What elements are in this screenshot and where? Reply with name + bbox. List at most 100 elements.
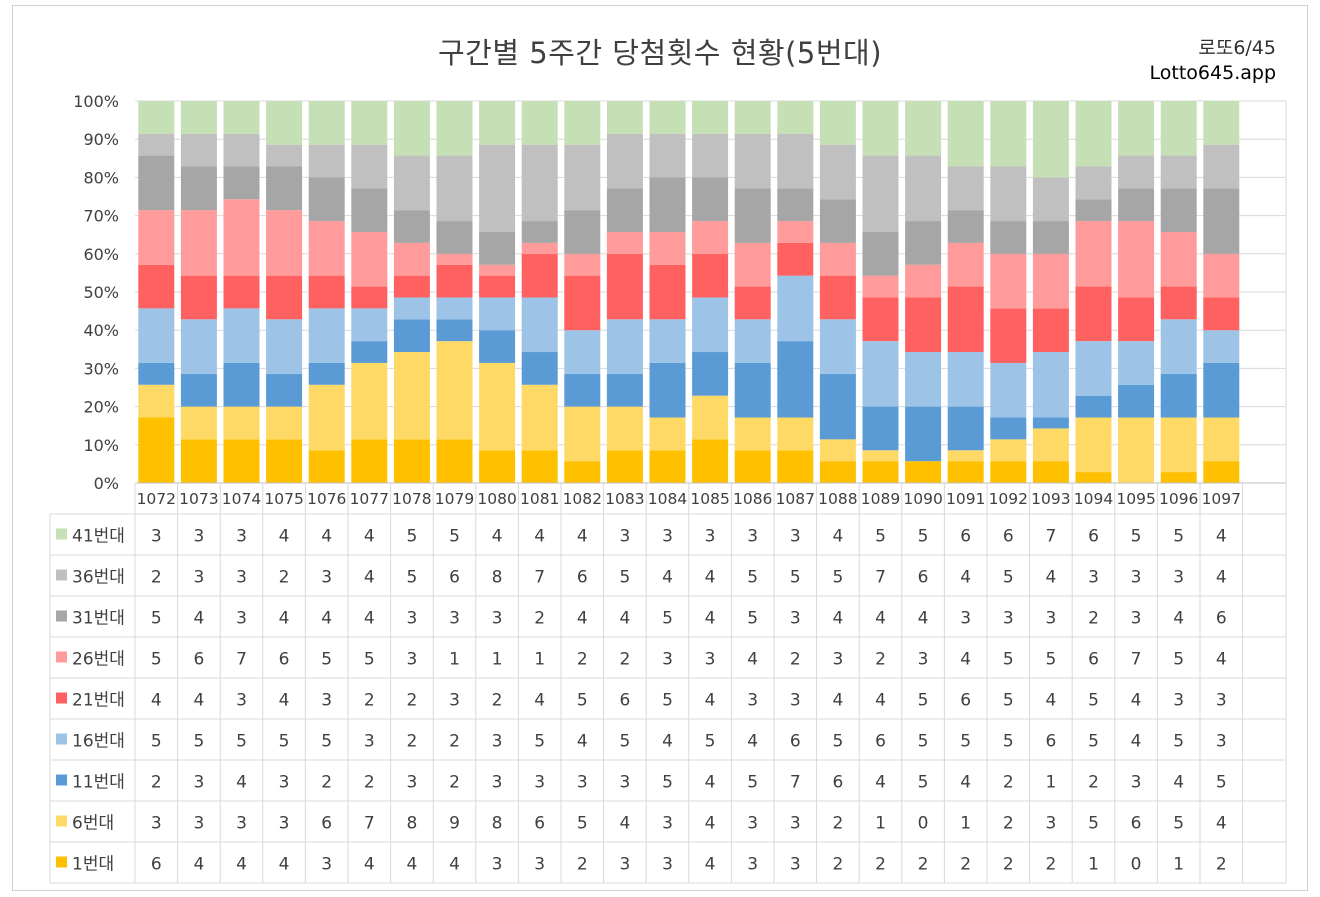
bar-1080-series-4 (479, 275, 516, 298)
data-label-1073-series-7: 3 (193, 568, 204, 588)
bar-1095-series-3 (1118, 341, 1155, 385)
x-tick-label-1084: 1084 (648, 490, 687, 508)
bar-1080-series-5 (479, 264, 516, 276)
y-tick-label-9: 90% (83, 130, 119, 149)
data-label-1094-series-6: 2 (1088, 609, 1099, 629)
data-label-1087-series-2: 7 (790, 773, 801, 793)
data-label-1074-series-7: 3 (236, 568, 247, 588)
data-label-1089-series-2: 4 (875, 773, 886, 793)
bar-1094-series-8 (1075, 101, 1112, 167)
data-label-1079-series-4: 3 (449, 691, 460, 711)
x-tick-label-1090: 1090 (903, 490, 942, 508)
bar-1086-series-3 (734, 319, 771, 363)
data-label-1072-series-4: 4 (151, 691, 162, 711)
bar-1096-series-6 (1160, 188, 1197, 232)
data-label-1078-series-1: 8 (406, 814, 417, 834)
data-label-1094-series-3: 5 (1088, 732, 1099, 752)
bar-1088-series-0 (819, 461, 856, 483)
bar-1074-series-5 (223, 199, 260, 276)
bar-1097-series-5 (1203, 253, 1240, 298)
bar-1097-series-7 (1203, 144, 1240, 189)
bar-1092-series-3 (990, 362, 1027, 418)
bar-1087-series-2 (777, 341, 814, 418)
data-label-1097-series-6: 6 (1216, 609, 1227, 629)
bar-1084-series-5 (649, 231, 686, 265)
data-label-1075-series-7: 2 (279, 568, 290, 588)
data-label-1086-series-4: 3 (747, 691, 758, 711)
data-label-1097-series-5: 4 (1216, 650, 1227, 670)
bar-1083-series-4 (606, 253, 643, 320)
data-label-1076-series-6: 4 (321, 609, 332, 629)
bar-1077-series-0 (351, 439, 388, 483)
legend-swatch-5 (56, 651, 67, 663)
bar-1078-series-7 (393, 155, 430, 211)
bar-1087-series-6 (777, 188, 814, 222)
data-label-1075-series-2: 3 (279, 773, 290, 793)
data-label-1090-series-8: 5 (918, 527, 929, 547)
bar-1094-series-4 (1075, 286, 1112, 342)
data-label-1083-series-3: 5 (619, 732, 630, 752)
data-label-1095-series-6: 3 (1131, 609, 1142, 629)
bar-1090-series-2 (905, 406, 942, 462)
bar-1073-series-0 (180, 439, 217, 483)
data-label-1076-series-3: 5 (321, 732, 332, 752)
bar-1080-series-1 (479, 362, 516, 451)
data-label-1094-series-7: 3 (1088, 568, 1099, 588)
bar-1085-series-6 (692, 177, 729, 222)
legend-label-6: 31번대 (72, 609, 125, 629)
x-tick-label-1079: 1079 (435, 490, 474, 508)
bar-1076-series-2 (308, 362, 345, 385)
data-label-1083-series-8: 3 (619, 527, 630, 547)
data-label-1096-series-8: 5 (1173, 527, 1184, 547)
bar-1074-series-1 (223, 406, 260, 440)
bar-1078-series-2 (393, 319, 430, 353)
data-label-1082-series-5: 2 (577, 650, 588, 670)
data-label-1089-series-4: 4 (875, 691, 886, 711)
x-tick-label-1094: 1094 (1074, 490, 1113, 508)
bar-1077-series-6 (351, 188, 388, 232)
data-label-1083-series-2: 3 (619, 773, 630, 793)
bar-1079-series-1 (436, 341, 473, 440)
bar-1083-series-1 (606, 406, 643, 451)
bar-1084-series-3 (649, 319, 686, 363)
bar-1097-series-2 (1203, 362, 1240, 418)
bar-1093-series-5 (1032, 253, 1069, 309)
bar-1082-series-2 (564, 373, 601, 407)
x-tick-label-1086: 1086 (733, 490, 772, 508)
data-label-1085-series-5: 3 (705, 650, 716, 670)
bar-1095-series-4 (1118, 297, 1155, 342)
bar-1085-series-3 (692, 297, 729, 353)
data-label-1073-series-2: 3 (193, 773, 204, 793)
bar-1091-series-0 (947, 461, 984, 483)
bar-1079-series-6 (436, 221, 473, 254)
bar-1091-series-3 (947, 352, 984, 407)
bar-1087-series-8 (777, 101, 814, 134)
data-label-1095-series-2: 3 (1131, 773, 1142, 793)
x-tick-label-1097: 1097 (1202, 490, 1241, 508)
data-label-1096-series-7: 3 (1173, 568, 1184, 588)
bar-1097-series-6 (1203, 188, 1240, 254)
legend-swatch-4 (56, 692, 67, 704)
data-label-1087-series-4: 3 (790, 691, 801, 711)
data-label-1080-series-3: 3 (492, 732, 503, 752)
bar-1087-series-7 (777, 133, 814, 189)
data-label-1085-series-8: 3 (705, 527, 716, 547)
x-tick-label-1096: 1096 (1159, 490, 1198, 508)
data-label-1077-series-5: 5 (364, 650, 375, 670)
y-tick-label-4: 40% (83, 321, 119, 340)
legend-label-0: 1번대 (72, 855, 114, 875)
bar-1085-series-4 (692, 253, 729, 298)
data-label-1081-series-3: 5 (534, 732, 545, 752)
data-label-1077-series-7: 4 (364, 568, 375, 588)
data-label-1075-series-1: 3 (279, 814, 290, 834)
data-label-1076-series-0: 3 (321, 855, 332, 875)
bar-1075-series-1 (266, 406, 303, 440)
data-label-1088-series-8: 4 (832, 527, 843, 547)
x-tick-label-1095: 1095 (1116, 490, 1155, 508)
data-label-1096-series-5: 5 (1173, 650, 1184, 670)
data-label-1097-series-8: 4 (1216, 527, 1227, 547)
bar-1093-series-2 (1032, 417, 1069, 429)
bar-1084-series-1 (649, 417, 686, 451)
bar-1077-series-5 (351, 231, 388, 287)
y-tick-label-8: 80% (83, 168, 119, 187)
